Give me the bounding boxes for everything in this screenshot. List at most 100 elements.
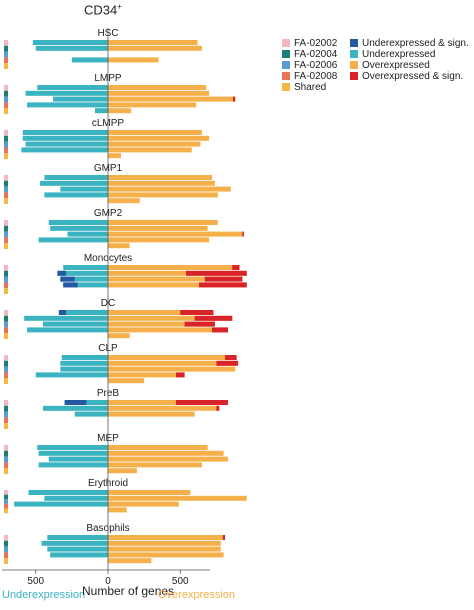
bar-over-sig [212, 327, 228, 333]
bar-under [63, 265, 108, 270]
sample-marker [4, 503, 8, 509]
bar-under [44, 192, 108, 198]
bar-over-sig [194, 315, 233, 321]
legend-swatch-fa-02008 [282, 72, 290, 80]
bar-over [108, 507, 127, 513]
bar-over-sig [199, 282, 247, 288]
sample-marker [4, 468, 8, 474]
sample-marker [4, 45, 8, 52]
bar-over [108, 45, 202, 51]
bar-under [53, 96, 108, 102]
bar-under [71, 57, 108, 63]
sample-marker [4, 141, 8, 148]
bar-under [42, 321, 108, 327]
bar-over-sig [175, 372, 185, 378]
bar-under [67, 231, 108, 237]
sample-marker [4, 417, 8, 424]
sample-marker [4, 378, 8, 384]
bar-under [22, 135, 108, 141]
bar-over [108, 40, 198, 45]
bar-over [108, 462, 202, 468]
bar-over [108, 366, 236, 372]
legend-swatch-overexpressed [350, 61, 358, 69]
bar-over [108, 501, 179, 507]
bar-under [27, 102, 108, 108]
sample-marker [4, 225, 8, 232]
bar-under [35, 45, 108, 51]
bar-under [47, 535, 108, 540]
bar-over [108, 495, 247, 501]
sample-marker [4, 405, 8, 412]
bar-over [108, 108, 132, 114]
x-label-underexpression: Underexpression [2, 589, 86, 601]
sample-marker [4, 423, 8, 429]
bar-over [108, 265, 240, 270]
bar-under [61, 355, 108, 360]
bar-over [108, 558, 152, 564]
chart-title: CD34+ [84, 2, 122, 17]
bar-under-sig [64, 400, 87, 405]
bar-under [37, 445, 108, 450]
bar-over [108, 57, 159, 63]
bar-over-sig [216, 360, 239, 366]
bar-under [44, 175, 108, 180]
bar-over [108, 405, 220, 411]
sample-marker [4, 147, 8, 154]
legend-label-fa-02002: FA-02002 [294, 38, 338, 49]
sample-marker [4, 108, 8, 114]
x-label-number-of-genes: Number of genes [82, 584, 175, 598]
bar-over [108, 153, 122, 159]
bar-over [108, 378, 145, 384]
bar-over [108, 85, 207, 90]
bar-under-sig [58, 310, 67, 315]
sample-marker [4, 57, 8, 64]
sample-marker [4, 282, 8, 289]
bar-under [32, 40, 108, 45]
bar-over [108, 186, 231, 192]
bar-over [108, 141, 201, 147]
sample-marker [4, 276, 8, 283]
bar-under [42, 405, 108, 411]
bar-over [108, 411, 195, 417]
bar-under-sig [63, 282, 78, 288]
bar-over [108, 130, 202, 135]
sample-marker [4, 535, 8, 541]
bar-over [108, 180, 215, 186]
bar-over [108, 147, 192, 153]
bar-over [108, 400, 228, 405]
legend-swatch-underexpressed [350, 50, 358, 58]
bar-over [108, 237, 210, 243]
bar-over-sig [180, 310, 214, 315]
bar-over [108, 321, 215, 327]
bar-over [108, 535, 226, 540]
bar-under [41, 540, 108, 546]
bar-over [108, 282, 247, 288]
bar-over-sig [232, 96, 236, 102]
sample-marker [4, 445, 8, 451]
sample-marker [4, 355, 8, 361]
bar-over [108, 355, 237, 360]
bar-under [60, 276, 108, 282]
bar-over [108, 540, 221, 546]
bar-over [108, 90, 210, 96]
bar-over [108, 198, 140, 204]
bar-over [108, 243, 130, 249]
sample-marker [4, 243, 8, 249]
legend-label-overexpressed-sign: Overexpressed & sign. [362, 71, 464, 82]
bar-over [108, 225, 208, 231]
sample-marker [4, 51, 8, 58]
bar-under [74, 411, 108, 417]
bar-under [28, 490, 108, 495]
sample-marker [4, 270, 8, 277]
bar-over [108, 96, 236, 102]
bar-under [63, 282, 108, 288]
sample-marker [4, 231, 8, 238]
sample-marker [4, 558, 8, 564]
bar-over-sig [186, 270, 247, 276]
bar-over [108, 231, 244, 237]
sample-marker [4, 198, 8, 204]
bar-under [58, 310, 108, 315]
sample-marker [4, 508, 8, 514]
sample-marker [4, 327, 8, 334]
bar-under [48, 456, 108, 462]
